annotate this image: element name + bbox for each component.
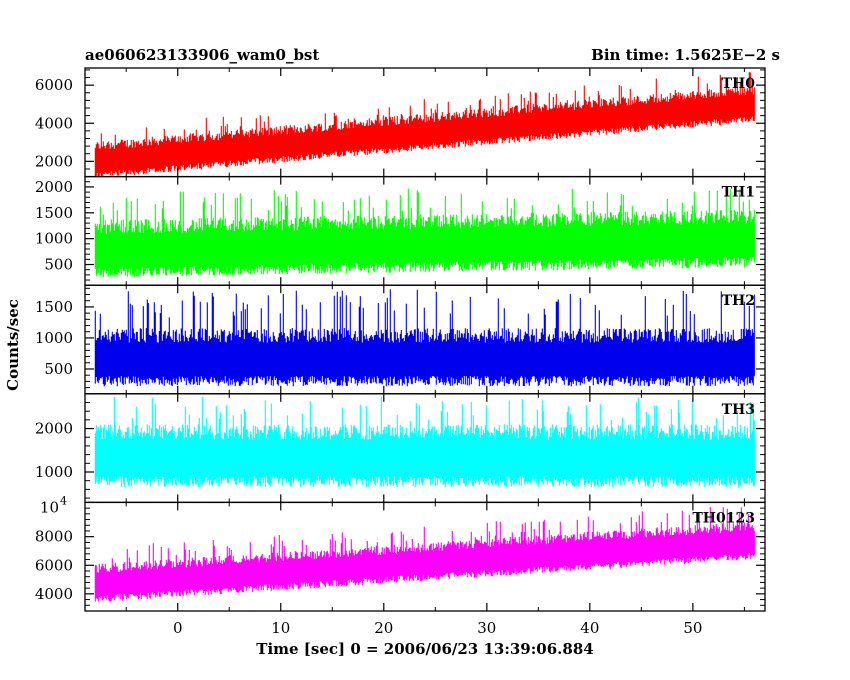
y-tick-label: 1000 bbox=[35, 230, 73, 248]
x-tick-label: 20 bbox=[374, 619, 393, 637]
y-top-label-exponent: 4 bbox=[60, 494, 67, 507]
y-tick-label: 1500 bbox=[35, 204, 73, 222]
y-tick-label: 500 bbox=[44, 360, 73, 378]
y-tick-label: 2000 bbox=[35, 152, 73, 170]
bin-time-label: Bin time: 1.5625E−2 s bbox=[591, 46, 780, 64]
series-th0 bbox=[94, 72, 755, 177]
y-tick-label: 8000 bbox=[35, 528, 73, 546]
series-th3 bbox=[94, 396, 755, 488]
panel-label: TH3 bbox=[722, 402, 755, 418]
figure-title: ae060623133906_wam0_bst bbox=[85, 46, 319, 64]
series-th0123 bbox=[94, 507, 755, 602]
x-tick-label: 30 bbox=[477, 619, 496, 637]
x-tick-label: 0 bbox=[173, 619, 183, 637]
panel-label: TH0123 bbox=[692, 510, 755, 526]
y-tick-label: 4000 bbox=[35, 114, 73, 132]
x-tick-label: 40 bbox=[580, 619, 599, 637]
x-tick-label: 50 bbox=[683, 619, 702, 637]
panel-label: TH1 bbox=[722, 185, 755, 201]
y-tick-label: 6000 bbox=[35, 556, 73, 574]
panel-th0: 2000 4000 6000 TH0 bbox=[35, 67, 766, 178]
y-tick-label: 1000 bbox=[35, 463, 73, 481]
panel-th1: 500 1000 1500 2000 TH1 bbox=[35, 175, 766, 286]
y-tick-label: 2000 bbox=[35, 178, 73, 196]
panel-label: TH0 bbox=[722, 76, 756, 92]
x-axis-label: Time [sec] 0 = 2006/06/23 13:39:06.884 bbox=[256, 640, 593, 658]
panel-label: TH2 bbox=[722, 293, 755, 309]
panel-th0123: 4000 6000 8000 10 4 TH0123 bbox=[35, 494, 766, 612]
y-top-label: 10 bbox=[40, 498, 59, 516]
y-tick-label: 4000 bbox=[35, 585, 73, 603]
y-tick-label: 1500 bbox=[35, 298, 73, 316]
y-axis-label: Counts/sec bbox=[4, 299, 22, 391]
series-th2 bbox=[94, 289, 755, 387]
panel-frame bbox=[84, 501, 766, 612]
y-tick-label: 500 bbox=[44, 256, 73, 274]
y-tick-label: 2000 bbox=[35, 420, 73, 438]
series-th1 bbox=[94, 188, 755, 278]
panel-th3: 1000 2000 TH3 bbox=[35, 393, 766, 504]
y-tick-label: 1000 bbox=[35, 329, 73, 347]
y-tick-label: 6000 bbox=[35, 76, 73, 94]
x-tick-label: 10 bbox=[271, 619, 290, 637]
panel-th2: 500 1000 1500 TH2 bbox=[35, 284, 766, 395]
